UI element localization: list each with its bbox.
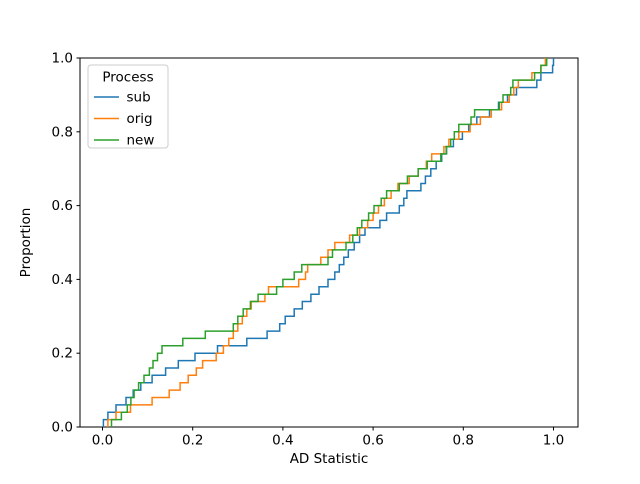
x-tick-label: 1.0 xyxy=(543,433,564,449)
y-tick-label: 0.6 xyxy=(52,198,73,214)
legend-box xyxy=(87,64,169,149)
x-axis-label: AD Statistic xyxy=(290,451,369,467)
legend-entries: sub orig new xyxy=(94,90,154,149)
series-lines xyxy=(102,58,555,427)
y-axis-label: Proportion xyxy=(18,208,34,278)
x-tick-label: 0.6 xyxy=(362,433,383,449)
y-tick-label: 1.0 xyxy=(52,51,73,67)
ecdf-line-sub xyxy=(102,58,555,427)
x-tick-label: 0.0 xyxy=(92,433,113,449)
legend-label-orig: orig xyxy=(127,111,153,127)
x-tick-label: 0.2 xyxy=(182,433,203,449)
legend: Process sub orig new xyxy=(87,64,169,149)
legend-label-new: new xyxy=(127,133,155,149)
x-axis-ticks: 0.0 0.2 0.4 0.6 0.8 1.0 xyxy=(92,427,564,449)
legend-label-sub: sub xyxy=(127,90,151,106)
y-tick-label: 0.2 xyxy=(52,346,73,362)
ecdf-line-new xyxy=(110,58,548,427)
plot-area-border xyxy=(79,57,579,428)
x-tick-label: 0.8 xyxy=(453,433,474,449)
y-tick-label: 0.4 xyxy=(52,272,73,288)
y-tick-label: 0.0 xyxy=(52,420,73,436)
y-tick-label: 0.8 xyxy=(52,124,73,140)
ecdf-line-orig xyxy=(107,58,547,427)
legend-title: Process xyxy=(102,70,153,86)
x-tick-label: 0.4 xyxy=(272,433,293,449)
y-axis-ticks: 0.0 0.2 0.4 0.6 0.8 1.0 xyxy=(52,51,80,436)
